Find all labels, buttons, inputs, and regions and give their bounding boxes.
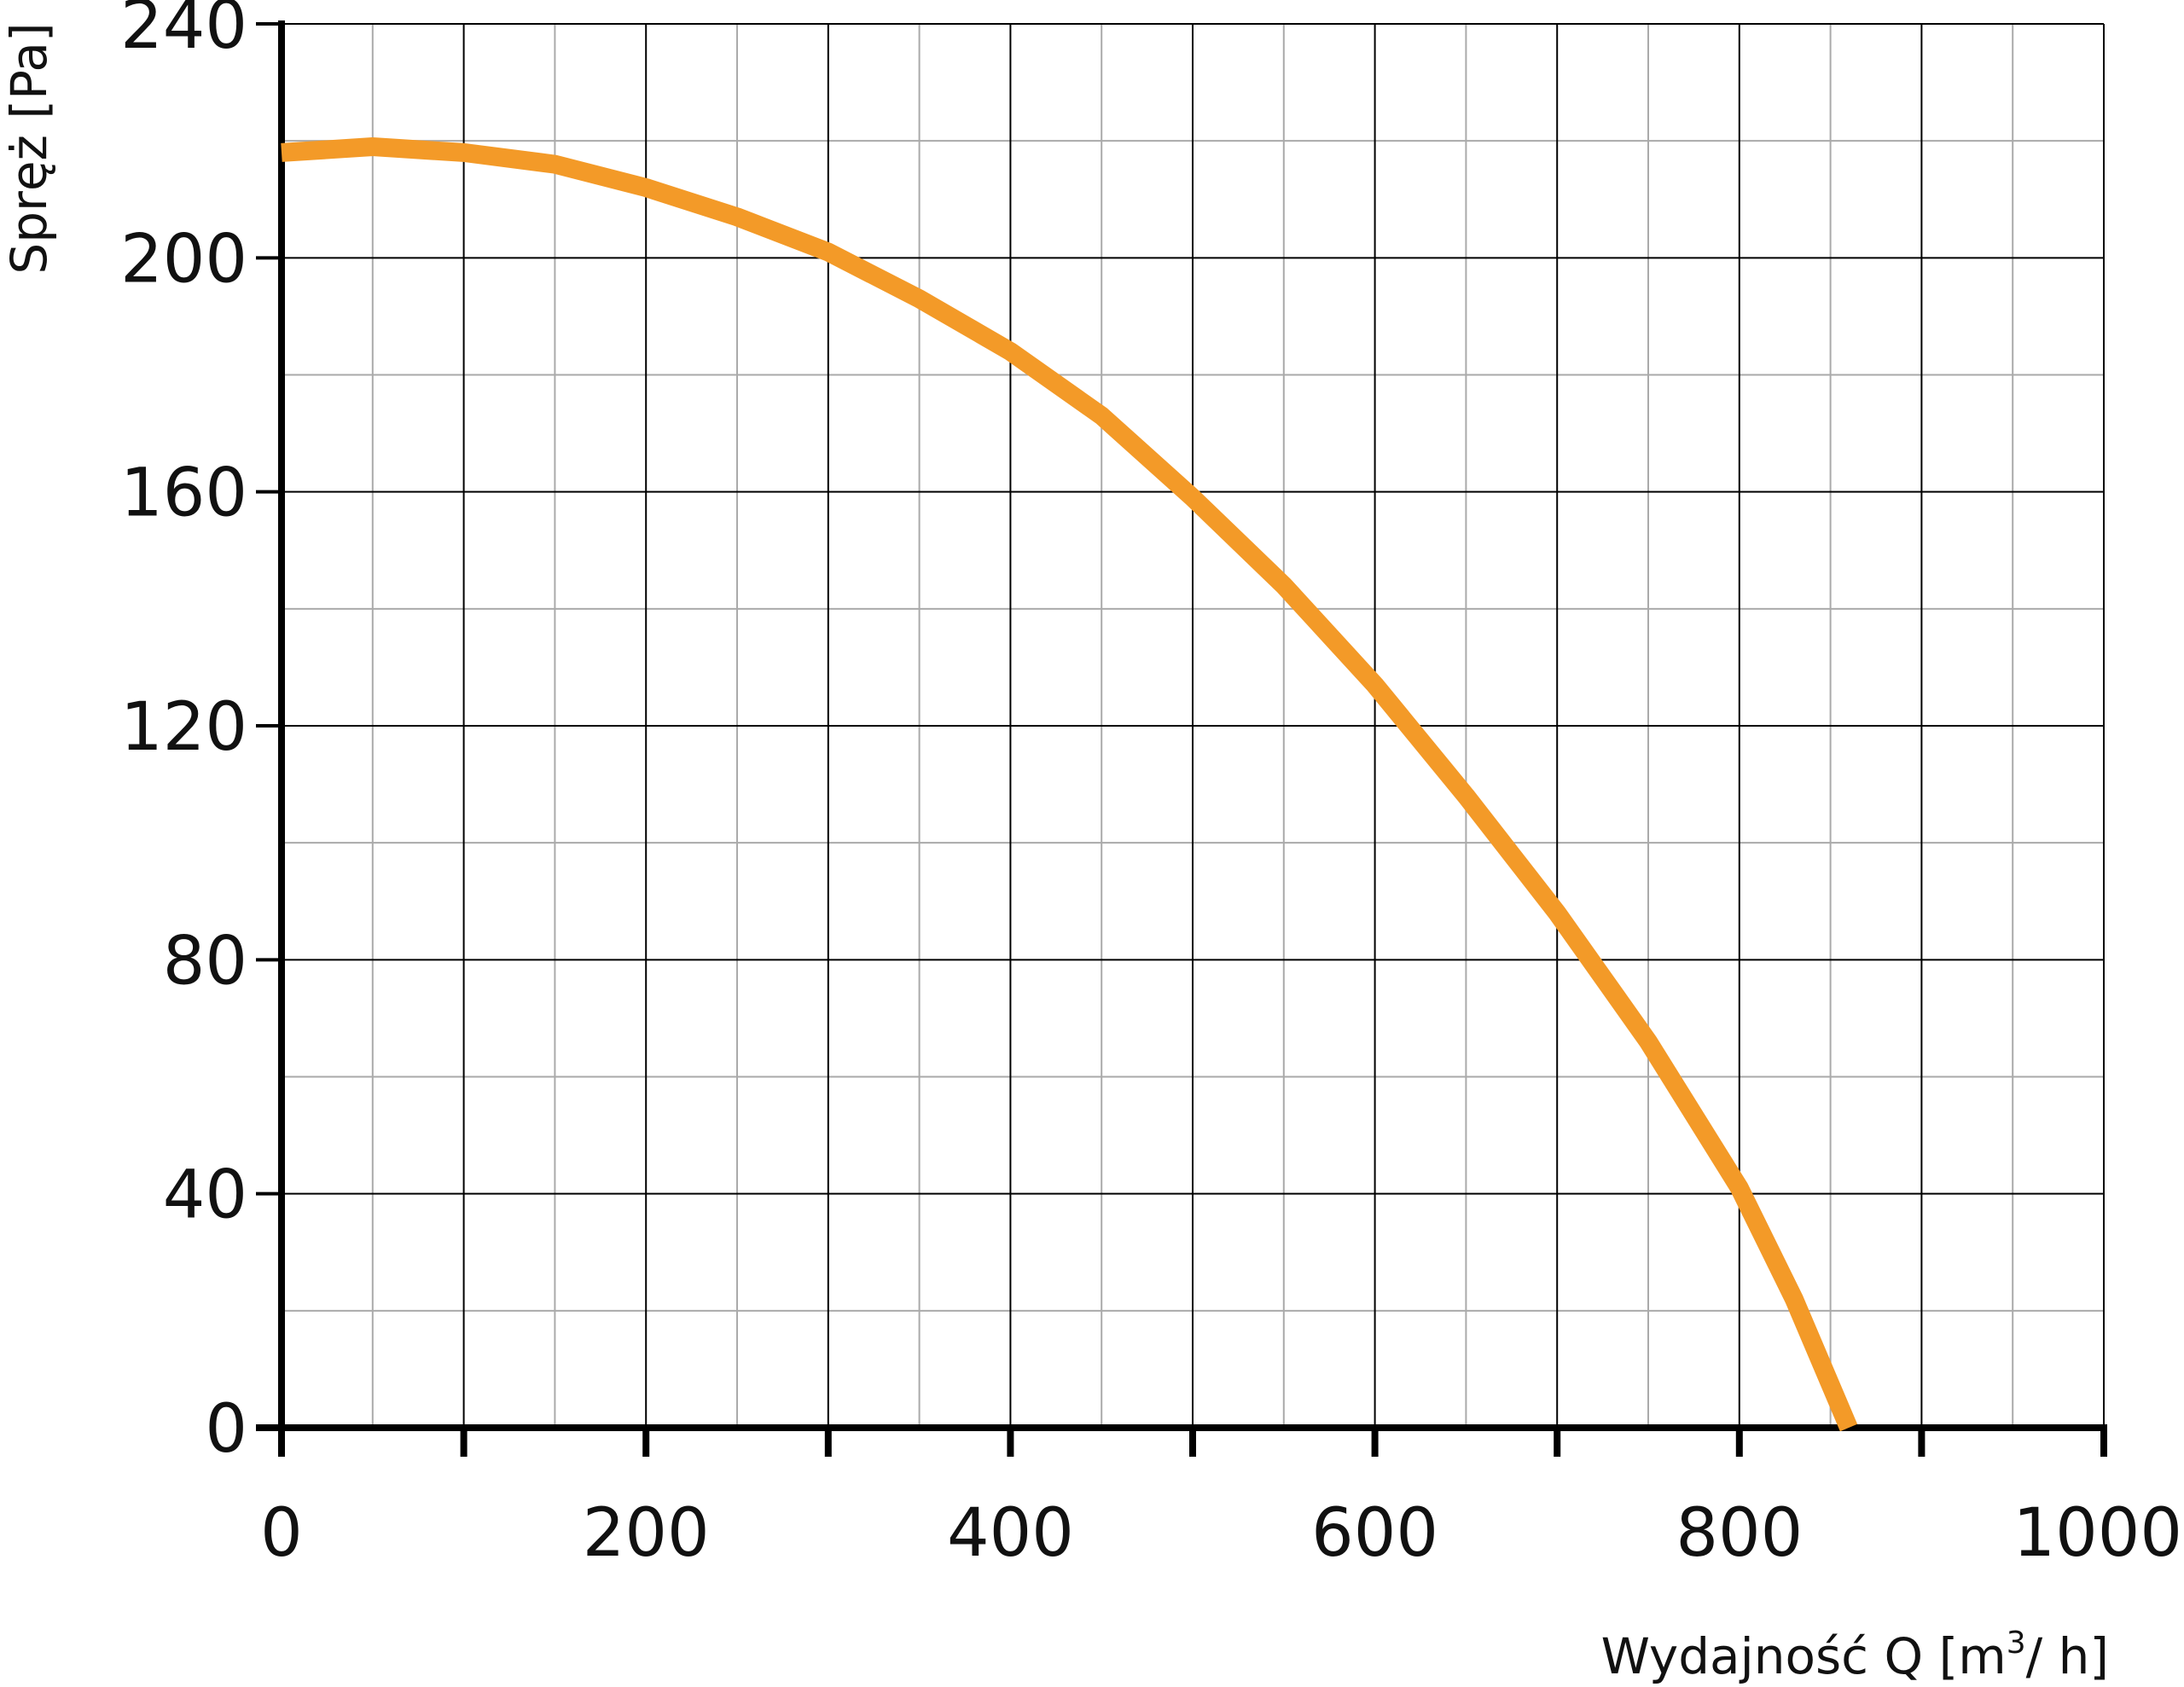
x-tick-label-1000: 1000 (2013, 1495, 2182, 1572)
x-axis-title-end: / h] (2026, 1627, 2109, 1685)
y-tick-label-120: 120 (120, 689, 247, 766)
y-tick-label-0: 0 (205, 1391, 247, 1468)
x-axis-title: Wydajność Q [m3/ h] (1601, 1626, 2109, 1685)
x-tick-label-600: 600 (1311, 1495, 1438, 1572)
y-tick-label-80: 80 (163, 923, 247, 1000)
axes (256, 20, 2107, 1457)
series-layer (281, 137, 1858, 1432)
x-axis-title-superscript: 3 (2007, 1626, 2026, 1661)
y-tick-label-240: 240 (120, 0, 247, 64)
series-line-0 (281, 137, 1858, 1432)
y-tick-labels: 0 40 80 120 160 200 240 (120, 0, 247, 1468)
x-axis-title-main: Wydajność Q [m (1601, 1627, 2007, 1685)
x-tick-label-800: 800 (1676, 1495, 1803, 1572)
x-tick-label-200: 200 (583, 1495, 710, 1572)
y-tick-label-200: 200 (120, 221, 247, 298)
y-axis-title: Spręż [Pa] (0, 22, 58, 274)
y-tick-label-160: 160 (120, 455, 247, 532)
major-grid (282, 23, 2105, 1428)
x-tick-label-0: 0 (260, 1495, 303, 1572)
x-tick-labels: 0 200 400 600 800 1000 (260, 1495, 2182, 1572)
x-tick-label-400: 400 (947, 1495, 1074, 1572)
y-tick-label-40: 40 (163, 1157, 247, 1234)
